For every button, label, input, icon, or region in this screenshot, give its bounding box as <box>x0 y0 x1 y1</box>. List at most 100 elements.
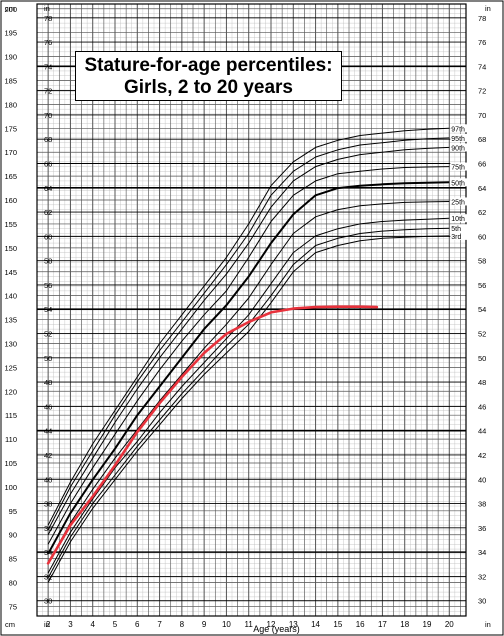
in-tick-label-right: 68 <box>478 135 486 144</box>
percentile-label-97th: 97th <box>451 126 465 133</box>
x-tick-label: 16 <box>356 620 365 629</box>
in-tick-label-right: 78 <box>478 14 486 23</box>
cm-tick-label: 195 <box>4 29 17 38</box>
in-tick-label-right: 36 <box>478 524 486 533</box>
in-tick-label-right: 66 <box>478 160 486 169</box>
in-tick-label-left: 62 <box>44 208 52 217</box>
cm-tick-label: 190 <box>4 53 17 62</box>
x-tick-label: 18 <box>400 620 409 629</box>
percentile-label-bg <box>450 133 468 142</box>
cm-unit-bottom: cm <box>5 620 15 629</box>
in-tick-label-right: 38 <box>478 500 486 509</box>
cm-tick-label: 90 <box>9 531 17 540</box>
cm-tick-label: 170 <box>4 148 17 157</box>
in-tick-label-right: 70 <box>478 111 486 120</box>
in-tick-label-left: 50 <box>44 354 52 363</box>
in-tick-label-right: 34 <box>478 548 486 557</box>
in-tick-label-left: 74 <box>44 62 52 71</box>
in-tick-label-right: 76 <box>478 38 486 47</box>
cm-tick-label: 130 <box>4 339 17 348</box>
in-tick-label-right: 30 <box>478 597 486 606</box>
in-tick-label-left: 40 <box>44 475 52 484</box>
in-unit-bottom-left: in <box>44 620 50 629</box>
percentile-label-bg <box>450 231 468 240</box>
percentile-curve-10th <box>47 217 450 574</box>
cm-tick-label: 125 <box>4 363 17 372</box>
percentile-label-bg <box>450 178 468 187</box>
in-tick-label-right: 50 <box>478 354 486 363</box>
x-tick-label: 4 <box>90 620 95 629</box>
x-tick-label: 10 <box>222 620 231 629</box>
in-unit-bottom-right: in <box>485 620 491 629</box>
cm-tick-label: 85 <box>9 555 17 564</box>
cm-unit-top: cm <box>5 4 15 13</box>
cm-tick-label: 75 <box>9 602 17 611</box>
in-tick-label-left: 64 <box>44 184 52 193</box>
x-tick-label: 5 <box>113 620 118 629</box>
percentile-label-95th: 95th <box>451 136 465 143</box>
x-tick-label: 12 <box>267 620 276 629</box>
x-tick-label: 14 <box>311 620 320 629</box>
percentile-label-3rd: 3rd <box>451 234 461 241</box>
percentile-label-bg <box>450 143 468 152</box>
cm-tick-label: 80 <box>9 579 17 588</box>
in-tick-label-right: 42 <box>478 451 486 460</box>
percentile-label-bg <box>450 197 468 206</box>
in-tick-label-right: 52 <box>478 330 486 339</box>
percentile-label-90th: 90th <box>451 145 465 152</box>
percentile-label-bg <box>450 162 468 171</box>
x-tick-label: 20 <box>445 620 454 629</box>
chart-title-line-2: Girls, 2 to 20 years <box>124 77 293 98</box>
x-axis-label: Age (years) <box>253 624 300 634</box>
in-tick-label-right: 56 <box>478 281 486 290</box>
in-tick-label-left: 56 <box>44 281 52 290</box>
cm-tick-label: 140 <box>4 292 17 301</box>
cm-tick-label: 100 <box>4 483 17 492</box>
in-tick-label-left: 76 <box>44 38 52 47</box>
percentile-curve-75th <box>47 166 450 545</box>
percentile-label-50th: 50th <box>451 180 465 187</box>
in-tick-label-right: 62 <box>478 208 486 217</box>
in-tick-label-left: 46 <box>44 402 52 411</box>
x-tick-label: 15 <box>333 620 342 629</box>
in-tick-label-left: 72 <box>44 87 52 96</box>
in-tick-label-right: 48 <box>478 378 486 387</box>
cm-tick-label: 200 <box>4 5 17 14</box>
cm-tick-label: 175 <box>4 124 17 133</box>
in-tick-label-left: 66 <box>44 160 52 169</box>
cm-tick-label: 155 <box>4 220 17 229</box>
percentile-label-75th: 75th <box>451 165 465 172</box>
cm-tick-label: 165 <box>4 172 17 181</box>
in-tick-label-right: 44 <box>478 427 486 436</box>
plot-frame <box>36 3 467 617</box>
x-tick-label: 8 <box>180 620 185 629</box>
percentile-curve-97th <box>47 127 450 526</box>
x-tick-label: 6 <box>135 620 140 629</box>
in-tick-label-left: 70 <box>44 111 52 120</box>
percentile-label-bg <box>450 124 468 133</box>
cm-tick-label: 95 <box>9 507 17 516</box>
x-tick-label: 7 <box>157 620 162 629</box>
percentile-curve-5th <box>47 227 450 579</box>
x-tick-label: 17 <box>378 620 387 629</box>
cm-tick-label: 120 <box>4 387 17 396</box>
percentile-curve-95th <box>47 137 450 531</box>
percentile-label-10th: 10th <box>451 216 465 223</box>
in-tick-label-left: 60 <box>44 232 52 241</box>
in-tick-label-right: 40 <box>478 475 486 484</box>
cm-tick-label: 135 <box>4 316 17 325</box>
x-tick-label: 19 <box>423 620 432 629</box>
cm-tick-label: 185 <box>4 77 17 86</box>
in-tick-label-left: 38 <box>44 500 52 509</box>
in-tick-label-right: 32 <box>478 572 486 581</box>
cm-tick-label: 115 <box>5 411 17 420</box>
in-unit-top-right: in <box>485 4 491 13</box>
x-tick-label: 3 <box>68 620 73 629</box>
chart-title: Stature-for-age percentiles: Girls, 2 to… <box>75 51 342 101</box>
percentile-label-5th: 5th <box>451 226 461 233</box>
in-tick-label-left: 30 <box>44 597 52 606</box>
cm-tick-label: 180 <box>4 100 17 109</box>
in-tick-label-left: 54 <box>44 305 52 314</box>
percentile-curve-50th <box>47 181 450 555</box>
cm-tick-label: 160 <box>4 196 17 205</box>
